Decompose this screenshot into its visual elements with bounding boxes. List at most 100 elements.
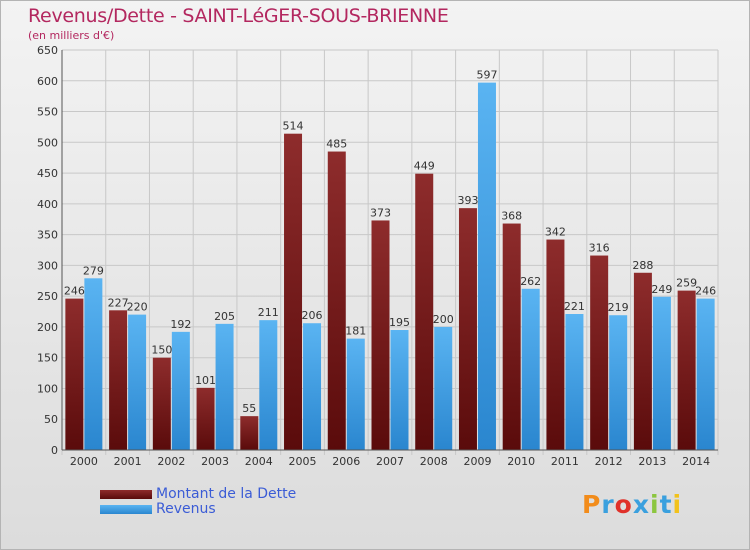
data-label-dette: 259 [676, 277, 697, 290]
logo-letter: r [601, 490, 615, 519]
bar-dette [371, 220, 390, 450]
data-label-revenus: 221 [564, 300, 585, 313]
y-tick-label: 600 [37, 75, 58, 88]
bar-revenus [84, 278, 103, 450]
data-label-dette: 150 [151, 344, 172, 357]
bar-dette [458, 208, 477, 450]
y-tick-label: 100 [37, 382, 58, 395]
logo-letter: i [650, 490, 660, 519]
y-tick-label: 350 [37, 229, 58, 242]
x-tick-label: 2001 [114, 455, 142, 468]
data-label-dette: 288 [632, 259, 653, 272]
y-tick-label: 450 [37, 167, 58, 180]
data-label-dette: 316 [589, 242, 610, 255]
x-tick-label: 2014 [682, 455, 710, 468]
data-label-revenus: 249 [651, 283, 672, 296]
data-label-revenus: 219 [608, 301, 629, 314]
x-tick-label: 2003 [201, 455, 229, 468]
bar-dette [327, 151, 346, 451]
bar-revenus [346, 338, 365, 450]
bar-revenus [609, 315, 628, 450]
data-label-revenus: 262 [520, 275, 541, 288]
legend-swatch-revenus [100, 504, 152, 514]
data-label-revenus: 181 [345, 325, 366, 338]
bar-dette [546, 239, 565, 450]
legend-item-revenus: Revenus [100, 501, 216, 517]
bar-dette [196, 387, 215, 450]
y-tick-label: 150 [37, 352, 58, 365]
logo-letter: t [659, 490, 673, 519]
y-tick-label: 300 [37, 259, 58, 272]
bar-revenus [434, 326, 453, 450]
data-label-dette: 485 [326, 138, 347, 151]
logo-letter: x [632, 490, 650, 519]
logo-letter: i [672, 490, 683, 519]
data-label-revenus: 200 [433, 313, 454, 326]
x-tick-label: 2002 [157, 455, 185, 468]
y-tick-label: 200 [37, 321, 58, 334]
x-tick-label: 2004 [245, 455, 273, 468]
x-tick-label: 2000 [70, 455, 98, 468]
y-tick-label: 550 [37, 106, 58, 119]
bar-revenus [390, 330, 409, 450]
bar-dette [240, 416, 259, 450]
data-label-revenus: 211 [258, 306, 279, 319]
x-tick-label: 2013 [638, 455, 666, 468]
data-label-dette: 246 [64, 285, 85, 298]
bar-dette [677, 290, 696, 450]
bar-dette [152, 357, 171, 450]
data-label-dette: 514 [283, 120, 304, 133]
bar-dette [590, 255, 609, 450]
legend-swatch-dette [100, 489, 152, 499]
x-tick-label: 2006 [332, 455, 360, 468]
data-label-revenus: 192 [170, 318, 191, 331]
bar-revenus [303, 323, 322, 450]
data-label-revenus: 195 [389, 316, 410, 329]
logo-letter: P [582, 490, 602, 519]
data-label-revenus: 279 [83, 264, 104, 277]
data-label-revenus: 597 [476, 69, 497, 82]
proxiti-logo: Proxiti [582, 490, 682, 519]
data-label-revenus: 220 [127, 301, 148, 314]
bar-revenus [215, 323, 234, 450]
data-label-dette: 373 [370, 206, 391, 219]
y-tick-label: 0 [51, 444, 58, 457]
data-label-dette: 55 [242, 402, 256, 415]
x-tick-label: 2005 [289, 455, 317, 468]
legend-label-revenus: Revenus [156, 501, 216, 517]
x-tick-label: 2011 [551, 455, 579, 468]
x-tick-label: 2007 [376, 455, 404, 468]
chart-title: Revenus/Dette - SAINT-LéGER-SOUS-BRIENNE [28, 5, 449, 27]
data-label-revenus: 205 [214, 310, 235, 323]
data-label-dette: 449 [414, 160, 435, 173]
bar-revenus [696, 298, 715, 450]
y-tick-label: 50 [44, 413, 58, 426]
data-label-dette: 101 [195, 374, 216, 387]
bar-revenus [128, 314, 147, 450]
bar-revenus [477, 82, 496, 450]
chart-subtitle: (en milliers d'€) [28, 29, 115, 42]
data-label-revenus: 246 [695, 285, 716, 298]
data-label-dette: 393 [457, 194, 478, 207]
bar-revenus [171, 331, 190, 450]
x-tick-label: 2008 [420, 455, 448, 468]
bar-revenus [259, 320, 278, 450]
bar-dette [502, 223, 521, 450]
legend-item-dette: Montant de la Dette [100, 486, 296, 502]
y-tick-label: 650 [37, 44, 58, 57]
bar-dette [65, 298, 84, 450]
bar-revenus [565, 314, 584, 450]
data-label-dette: 227 [108, 296, 129, 309]
bar-revenus [652, 296, 671, 450]
legend-label-dette: Montant de la Dette [156, 486, 297, 502]
bar-dette [109, 310, 128, 450]
bar-dette [415, 173, 434, 450]
bar-dette [633, 272, 652, 450]
data-label-dette: 368 [501, 210, 522, 223]
y-tick-label: 500 [37, 136, 58, 149]
data-label-revenus: 206 [302, 309, 323, 322]
bar-revenus [521, 288, 540, 450]
data-label-dette: 342 [545, 226, 566, 239]
bar-dette [284, 133, 303, 450]
